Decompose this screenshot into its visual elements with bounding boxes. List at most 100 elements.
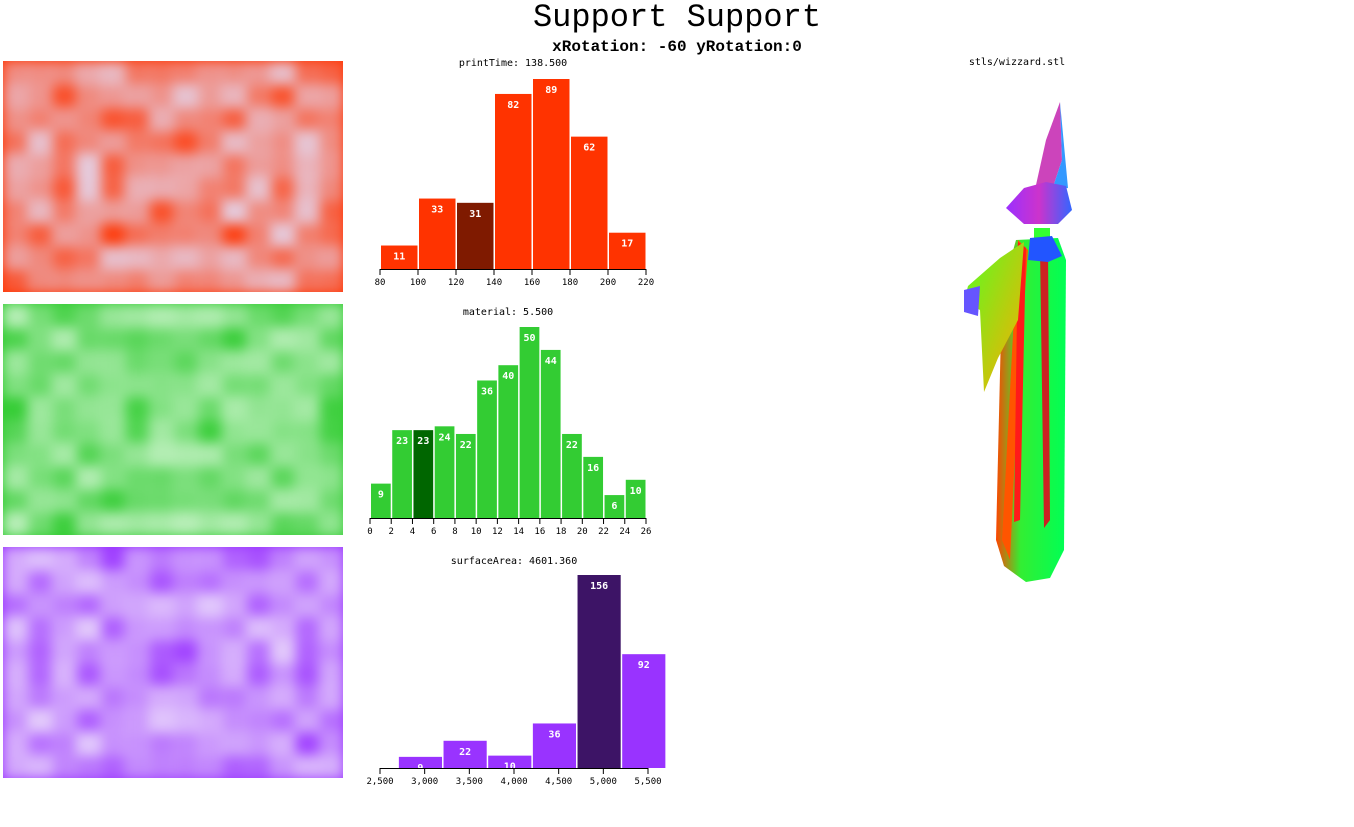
histogram-bar[interactable]: [533, 79, 570, 269]
heatmap-cell: [3, 153, 29, 178]
heatmap-cell: [124, 442, 150, 467]
histogram-bar[interactable]: [392, 430, 412, 518]
heatmap-cell: [3, 396, 28, 420]
heatmap-cell: [100, 465, 126, 490]
heatmap-cell: [148, 107, 174, 132]
heatmap-cell: [27, 616, 53, 641]
heatmap-cell: [173, 593, 199, 618]
histogram-bar[interactable]: [488, 755, 532, 768]
heatmap-cell: [3, 708, 29, 733]
heatmap-cell: [51, 304, 77, 329]
histogram-bar[interactable]: [625, 479, 646, 518]
x-tick-label: 140: [486, 278, 502, 288]
heatmap-cell: [3, 268, 29, 292]
histogram-bar[interactable]: [443, 740, 487, 768]
heatmap-cell: [100, 327, 126, 352]
histogram-bar[interactable]: [434, 426, 455, 518]
x-tick-label: 8: [452, 527, 457, 537]
histogram-bar[interactable]: [477, 380, 497, 518]
histogram-bar[interactable]: [519, 327, 540, 518]
heatmap-cell: [51, 419, 77, 444]
histogram-bar[interactable]: [571, 136, 608, 269]
heatmap-cell: [75, 350, 102, 375]
heatmap-cell: [75, 488, 102, 513]
heatmap-cell: [318, 222, 343, 247]
heatmap-cell: [318, 350, 343, 375]
histogram-bar[interactable]: [609, 232, 646, 269]
heatmap-cell: [3, 61, 29, 86]
histogram-bar[interactable]: [622, 654, 666, 768]
x-tick-label: 6: [431, 527, 436, 537]
histogram-bar[interactable]: [398, 756, 443, 768]
heatmap-cell: [173, 419, 199, 444]
heatmap-cell: [75, 107, 102, 132]
heatmap-cell: [148, 327, 174, 352]
heatmap-cell: [173, 570, 199, 595]
histogram-bar[interactable]: [381, 245, 418, 269]
histogram-bar[interactable]: [604, 495, 625, 518]
heatmap-cell: [270, 511, 296, 535]
histogram-bar[interactable]: [540, 349, 561, 518]
heatmap-cell: [3, 616, 29, 641]
heatmap-cell: [100, 754, 126, 778]
heatmap-cell: [124, 350, 150, 375]
histogram-bar[interactable]: [495, 93, 532, 269]
heatmap-cell: [221, 465, 247, 490]
heatmap-cell: [100, 61, 126, 86]
histogram-bar[interactable]: [457, 202, 494, 269]
histogram-bar[interactable]: [498, 365, 519, 518]
heatmap-cell: [221, 419, 247, 444]
histogram-bar[interactable]: [562, 433, 582, 518]
heatmap-cell: [27, 268, 53, 292]
histogram-bar[interactable]: [455, 433, 476, 518]
heatmap-cell: [318, 268, 343, 292]
heatmap-cell: [294, 176, 320, 201]
histogram-bar[interactable]: [419, 198, 456, 269]
heatmap-cell: [148, 268, 174, 292]
heatmap-cell: [294, 442, 320, 467]
x-tick-label: 180: [562, 278, 578, 288]
heatmap-cell: [124, 488, 150, 513]
heatmap-cell: [294, 465, 320, 490]
hat-tip-shape: [1036, 102, 1062, 190]
heatmap-cell: [318, 662, 343, 687]
heatmap-cell: [100, 731, 126, 756]
heatmap-cell: [124, 593, 150, 618]
heatmap-cell: [294, 268, 320, 292]
heatmap-cell: [197, 570, 223, 595]
heatmap-cell: [294, 61, 320, 86]
histogram-bar[interactable]: [413, 430, 434, 518]
heatmap-cell: [294, 107, 320, 132]
heatmap-cell: [294, 731, 320, 756]
heatmap-cell: [173, 327, 199, 352]
heatmap-cell: [270, 153, 296, 178]
heatmap-cell: [197, 199, 223, 224]
histogram-printtime: printTime: 138.500 11 33 31 82 89 62 17 80 100 120…: [375, 58, 655, 288]
histogram-bar[interactable]: [532, 723, 577, 768]
heatmap-cell: [173, 754, 199, 778]
histogram-bar[interactable]: [577, 575, 621, 768]
heatmap-cell: [100, 662, 126, 687]
histogram-bar[interactable]: [583, 456, 604, 518]
heatmap-cell: [100, 107, 126, 132]
heatmap-cell: [270, 107, 296, 132]
heatmap-cell: [148, 396, 174, 421]
heatmap-cell: [245, 304, 272, 329]
heatmap-cell: [270, 245, 296, 270]
heatmap-cell: [221, 593, 247, 618]
heatmap-cell: [100, 511, 126, 535]
heatmap-cell: [51, 222, 77, 247]
heatmap-cell: [270, 685, 296, 710]
histogram-bar[interactable]: [371, 483, 391, 518]
heatmap-cell: [197, 84, 223, 109]
heatmap-cell: [245, 327, 272, 352]
heatmap-cell: [197, 350, 223, 375]
heatmap-cell: [221, 222, 247, 247]
heatmap-cell: [245, 153, 272, 178]
heatmap-cell: [100, 373, 126, 398]
wizard-model-render[interactable]: [940, 90, 1090, 590]
heatmap-cell: [3, 130, 29, 155]
heatmap-cell: [75, 570, 102, 595]
heatmap-cell: [294, 222, 320, 247]
sleeve-shape: [964, 242, 1024, 392]
